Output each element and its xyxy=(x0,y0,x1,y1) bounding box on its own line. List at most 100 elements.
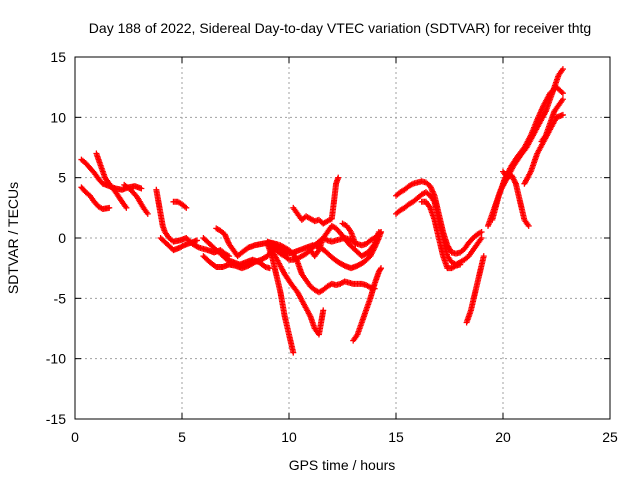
data-point xyxy=(362,250,369,257)
data-point xyxy=(332,182,339,189)
data-point xyxy=(173,198,180,205)
data-point xyxy=(332,257,339,264)
data-point xyxy=(361,281,368,288)
data-point xyxy=(451,263,458,270)
data-point xyxy=(284,255,291,262)
data-point xyxy=(161,238,168,245)
data-point xyxy=(550,109,557,116)
data-layer xyxy=(78,66,566,356)
data-point xyxy=(161,227,168,234)
series-track-19 xyxy=(339,220,359,248)
data-point xyxy=(285,330,292,337)
data-point xyxy=(122,203,129,210)
data-point xyxy=(335,281,342,288)
data-point xyxy=(366,296,373,303)
series-track-24 xyxy=(463,253,487,326)
series-track-04 xyxy=(121,181,151,217)
data-point xyxy=(139,203,146,210)
data-point xyxy=(364,255,371,262)
data-point xyxy=(192,237,199,244)
x-tick-label: 15 xyxy=(388,429,404,445)
data-point xyxy=(473,242,480,249)
data-point xyxy=(516,197,523,204)
data-point xyxy=(194,243,201,250)
data-point xyxy=(80,186,87,193)
data-point xyxy=(326,251,333,258)
series-track-10 xyxy=(213,225,271,260)
y-tick-label: 10 xyxy=(50,109,66,125)
data-point xyxy=(353,333,360,340)
data-point xyxy=(558,67,565,74)
data-point xyxy=(84,162,91,169)
data-point xyxy=(167,244,174,251)
data-point xyxy=(477,229,484,236)
data-point xyxy=(89,167,96,174)
data-point xyxy=(306,311,313,318)
data-point xyxy=(169,237,176,244)
series-track-15 xyxy=(268,247,327,338)
data-point xyxy=(554,103,561,110)
data-point xyxy=(557,87,564,94)
x-axis-label: GPS time / hours xyxy=(289,457,396,473)
series-track-06 xyxy=(157,235,200,254)
series-track-23 xyxy=(418,198,464,272)
data-point xyxy=(289,348,296,355)
data-point xyxy=(408,181,415,188)
data-point xyxy=(358,260,365,267)
data-point xyxy=(159,221,166,228)
y-tick-label: 0 xyxy=(58,230,66,246)
series-track-05 xyxy=(153,186,233,260)
data-point xyxy=(467,237,474,244)
data-point xyxy=(546,121,553,128)
data-point xyxy=(293,209,300,216)
y-tick-label: -5 xyxy=(54,290,67,306)
data-point xyxy=(314,248,321,255)
data-point xyxy=(181,203,188,210)
y-tick-label: -15 xyxy=(46,411,66,427)
data-point xyxy=(471,290,478,297)
data-point xyxy=(533,152,540,159)
data-point xyxy=(319,308,326,315)
data-point xyxy=(558,112,565,119)
data-point xyxy=(455,261,462,268)
series-track-03 xyxy=(93,150,130,211)
data-point xyxy=(335,236,342,243)
data-point xyxy=(101,173,108,180)
data-point xyxy=(293,255,300,262)
data-point xyxy=(221,254,228,261)
data-point xyxy=(331,237,338,244)
data-point xyxy=(311,323,318,330)
chart-title: Day 188 of 2022, Sidereal Day-to-day VTE… xyxy=(89,20,591,36)
data-point xyxy=(435,233,442,240)
series-track-18 xyxy=(320,174,342,227)
data-point xyxy=(300,299,307,306)
data-point xyxy=(242,246,249,253)
data-point xyxy=(412,179,419,186)
series-track-16 xyxy=(307,222,382,260)
tick-layer: 0 5 10 15 20 25 -15 -10 -5 0 5 10 15 xyxy=(46,49,618,445)
data-point xyxy=(344,279,351,286)
data-point xyxy=(495,194,502,201)
data-point xyxy=(281,248,288,255)
data-point xyxy=(362,308,369,315)
data-point xyxy=(439,251,446,258)
data-point xyxy=(521,215,528,222)
data-point xyxy=(104,205,111,212)
series-track-21 xyxy=(393,178,485,257)
data-point xyxy=(377,266,384,273)
data-point xyxy=(272,269,279,276)
data-point xyxy=(358,320,365,327)
data-point xyxy=(193,243,200,250)
x-tick-label: 20 xyxy=(495,429,511,445)
series-track-27 xyxy=(500,168,532,229)
data-point xyxy=(97,178,104,185)
series-track-07 xyxy=(170,198,190,211)
data-point xyxy=(210,244,217,251)
x-tick-label: 5 xyxy=(178,429,186,445)
data-point xyxy=(179,243,186,250)
data-point xyxy=(203,246,210,253)
data-point xyxy=(298,269,305,276)
data-point xyxy=(524,221,531,228)
